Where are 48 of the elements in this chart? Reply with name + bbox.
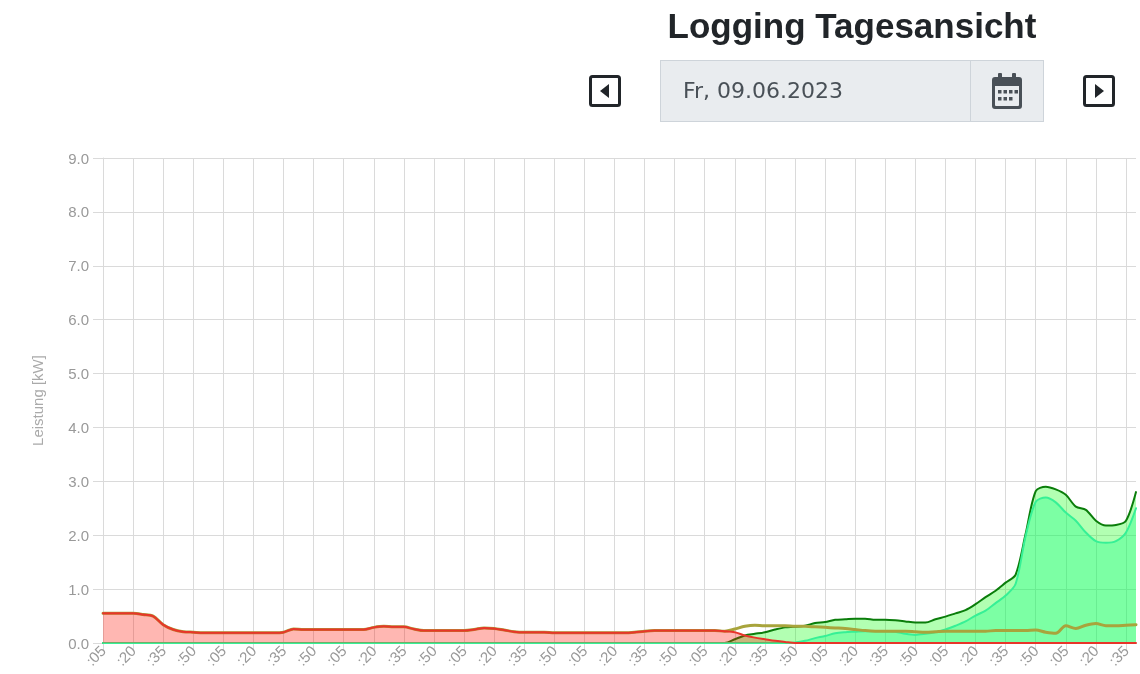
x-tick-label: :20 [954,641,982,669]
y-tick-label: 3.0 [68,472,89,490]
x-tick-label: :35 [864,641,892,669]
chart-title: Logging Tagesansicht [666,5,1038,47]
y-tick-label: 6.0 [68,311,89,329]
x-tick-label: :05 [322,641,350,669]
y-tick-label: 9.0 [68,149,89,167]
x-tick-label: :05 [202,641,230,669]
chart-subtitle: Fr, 09.06.2023 [683,77,844,105]
x-tick-label: :20 [112,641,140,669]
x-tick-label: :20 [1075,641,1102,669]
x-tick-label: :20 [353,641,380,669]
x-tick-label: :50 [774,641,802,669]
y-tick-label: 5.0 [68,365,89,383]
y-tick-label: 4.0 [68,418,89,436]
x-tick-label: :35 [262,641,290,669]
date-field: Fr, 09.06.2023 [660,60,1044,122]
x-tick-label: :50 [533,641,561,669]
y-tick-label: 8.0 [68,203,89,221]
x-tick-label: :50 [172,641,200,669]
x-tick-label: :35 [503,641,531,669]
x-tick-label: :50 [292,641,320,669]
y-axis-title: Leistung [kW] [29,355,46,446]
x-tick-label: :05 [1045,641,1072,669]
y-tick-label: 2.0 [68,526,89,544]
x-tick-label: :20 [232,641,260,669]
x-tick-label: :35 [1105,641,1132,669]
y-tick-label: 7.0 [68,257,89,275]
x-tick-label: :35 [984,641,1012,669]
x-tick-label: :05 [924,641,952,669]
x-tick-label: :50 [653,641,681,669]
x-tick-label: :50 [894,641,922,669]
y-tick-label: 1.0 [68,580,89,598]
x-tick-label: :05 [443,641,471,669]
x-tick-label: :05 [804,641,832,669]
x-tick-label: :20 [834,641,862,669]
x-tick-label: :35 [383,641,410,669]
x-tick-label: :20 [473,641,501,669]
x-tick-label: :20 [593,641,621,669]
x-tick-label: :35 [623,641,651,669]
y-tick-label: 0.0 [68,634,89,652]
x-tick-label: :50 [413,641,440,669]
x-tick-label: :35 [744,641,771,669]
x-tick-label: :20 [714,641,741,669]
x-tick-label: :05 [684,641,711,669]
x-tick-label: :05 [563,641,591,669]
x-tick-label: :50 [1014,641,1042,669]
x-tick-label: :35 [142,641,170,669]
